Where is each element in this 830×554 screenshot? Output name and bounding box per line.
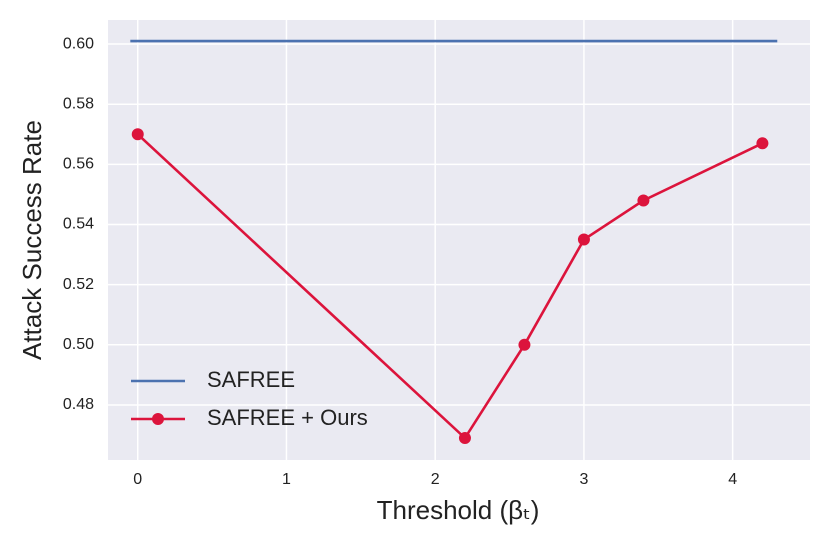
legend-marker: [152, 413, 164, 425]
x-tick-label: 1: [282, 471, 291, 488]
legend-label: SAFREE: [207, 367, 295, 392]
x-tick-label: 0: [133, 471, 142, 488]
data-point: [577, 233, 590, 246]
plot-area: [108, 20, 810, 460]
x-axis-label: Threshold (βₜ): [377, 495, 540, 525]
x-tick-label: 3: [579, 471, 588, 488]
data-point: [756, 137, 769, 150]
y-tick-label: 0.48: [63, 396, 94, 413]
legend-label: SAFREE + Ours: [207, 405, 368, 430]
data-point: [637, 194, 650, 207]
data-point: [131, 128, 144, 141]
data-point: [518, 338, 531, 351]
x-tick-label: 4: [728, 471, 737, 488]
y-tick-label: 0.52: [63, 276, 94, 293]
y-tick-label: 0.56: [63, 156, 94, 173]
y-axis-label: Attack Success Rate: [17, 120, 47, 360]
y-tick-label: 0.50: [63, 336, 94, 353]
y-tick-label: 0.54: [63, 216, 94, 233]
series-line: [136, 133, 763, 441]
y-tick-label: 0.58: [63, 95, 94, 112]
data-point: [458, 432, 471, 445]
x-tick-label: 2: [431, 471, 440, 488]
y-tick-label: 0.60: [63, 35, 94, 52]
